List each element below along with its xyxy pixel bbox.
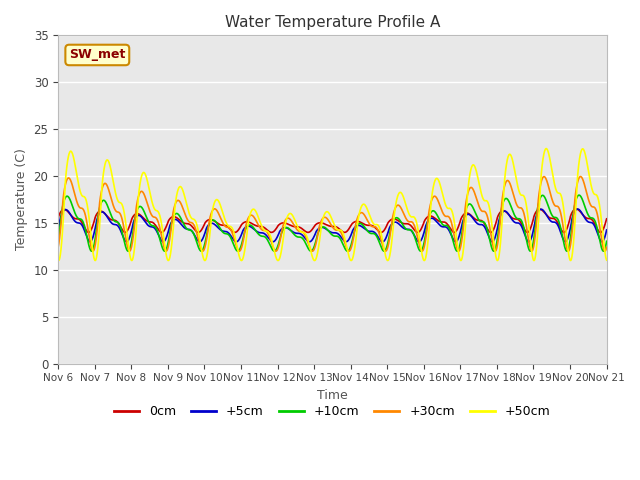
- +5cm: [602, 229, 610, 235]
- +50cm: [542, 146, 550, 152]
- Line: +5cm: +5cm: [58, 209, 607, 242]
- Text: SW_met: SW_met: [69, 48, 125, 61]
- Legend: 0cm, +5cm, +10cm, +30cm, +50cm: 0cm, +5cm, +10cm, +30cm, +50cm: [109, 400, 556, 423]
- +5cm: [456, 233, 463, 239]
- +5cm: [573, 206, 581, 212]
- +50cm: [153, 208, 161, 214]
- +50cm: [603, 257, 611, 263]
- +50cm: [486, 210, 494, 216]
- +50cm: [455, 253, 463, 259]
- 0cm: [572, 206, 580, 212]
- +10cm: [425, 214, 433, 220]
- Line: +30cm: +30cm: [58, 177, 607, 251]
- +30cm: [602, 246, 610, 252]
- +30cm: [54, 244, 62, 250]
- +30cm: [486, 228, 494, 234]
- 0cm: [486, 229, 494, 235]
- +10cm: [575, 192, 583, 198]
- 0cm: [596, 229, 604, 235]
- +50cm: [425, 229, 433, 235]
- +10cm: [602, 241, 610, 247]
- +50cm: [312, 256, 319, 262]
- 0cm: [312, 222, 319, 228]
- +10cm: [153, 227, 161, 232]
- +5cm: [312, 229, 319, 235]
- +30cm: [312, 241, 319, 247]
- +5cm: [342, 239, 350, 245]
- +50cm: [530, 258, 538, 264]
- +30cm: [153, 216, 161, 222]
- 0cm: [602, 218, 610, 224]
- 0cm: [153, 224, 161, 230]
- Y-axis label: Temperature (C): Temperature (C): [15, 149, 28, 251]
- Line: 0cm: 0cm: [58, 209, 607, 232]
- +50cm: [54, 257, 62, 263]
- 0cm: [425, 214, 433, 219]
- +5cm: [54, 227, 62, 232]
- +30cm: [456, 248, 463, 253]
- +10cm: [88, 248, 95, 254]
- +50cm: [602, 256, 610, 262]
- +10cm: [456, 244, 463, 250]
- 0cm: [54, 216, 62, 221]
- 0cm: [603, 216, 611, 222]
- +5cm: [425, 217, 433, 223]
- Title: Water Temperature Profile A: Water Temperature Profile A: [225, 15, 440, 30]
- +5cm: [603, 227, 611, 233]
- +30cm: [603, 244, 611, 250]
- +10cm: [603, 239, 611, 244]
- +10cm: [312, 238, 320, 244]
- +30cm: [577, 174, 584, 180]
- +30cm: [345, 248, 353, 254]
- Line: +10cm: +10cm: [58, 195, 607, 251]
- +10cm: [486, 240, 494, 246]
- +5cm: [153, 228, 161, 234]
- 0cm: [455, 222, 463, 228]
- Line: +50cm: +50cm: [58, 149, 607, 261]
- +5cm: [486, 237, 494, 243]
- +30cm: [425, 209, 433, 215]
- +10cm: [54, 238, 62, 244]
- X-axis label: Time: Time: [317, 389, 348, 402]
